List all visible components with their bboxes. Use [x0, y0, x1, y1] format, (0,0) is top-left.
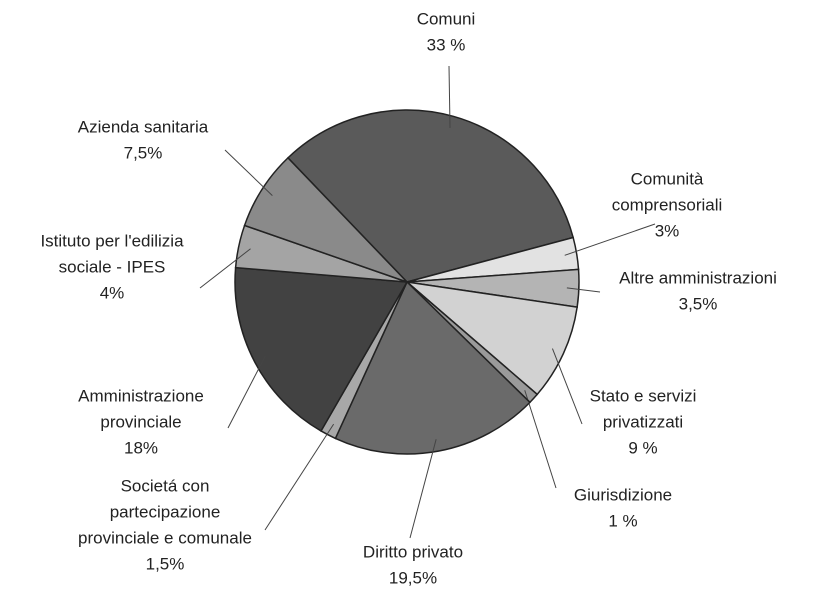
leader-line [199, 248, 251, 289]
slice-label: Altre amministrazioni [619, 268, 777, 287]
value-label: 7,5% [124, 143, 163, 162]
slice-label: partecipazione [110, 502, 221, 521]
value-label: 3% [655, 221, 680, 240]
leader-line [551, 348, 583, 425]
slice-label: Giurisdizione [574, 485, 672, 504]
slice-label: Comunità [631, 169, 704, 188]
leader-line [524, 390, 557, 489]
value-label: 1 % [608, 511, 637, 530]
value-label: 3,5% [679, 294, 718, 313]
slice-label: comprensoriali [612, 195, 723, 214]
pie-slice [286, 109, 575, 283]
leader-line [409, 439, 437, 539]
slice-label: Azienda sanitaria [78, 117, 209, 136]
pie-slice [234, 266, 409, 432]
leader-line [224, 149, 273, 196]
slice-label: provinciale e comunale [78, 528, 252, 547]
pie-slice [404, 280, 579, 396]
value-label: 33 % [427, 35, 466, 54]
slice-label: Amministrazione [78, 386, 204, 405]
leader-line [227, 355, 266, 429]
value-label: 4% [100, 283, 125, 302]
value-label: 19,5% [389, 568, 437, 587]
pie-slice [243, 156, 408, 283]
slice-label: Diritto privato [363, 542, 463, 561]
leader-line [564, 223, 656, 256]
slice-label: Istituto per l'edilizia [40, 231, 184, 250]
value-label: 1,5% [146, 554, 185, 573]
pie-slice [334, 280, 531, 455]
leader-line [448, 65, 451, 128]
slice-label: sociale - IPES [59, 257, 166, 276]
value-label: 9 % [628, 438, 657, 457]
slice-label: Comuni [417, 9, 476, 28]
leader-line [264, 423, 335, 531]
slice-label: Societá con [121, 476, 210, 495]
leader-line [566, 287, 601, 293]
value-label: 18% [124, 438, 158, 457]
slice-label: privatizzati [603, 412, 683, 431]
slice-label: provinciale [100, 412, 181, 431]
slice-label: Stato e servizi [590, 386, 697, 405]
